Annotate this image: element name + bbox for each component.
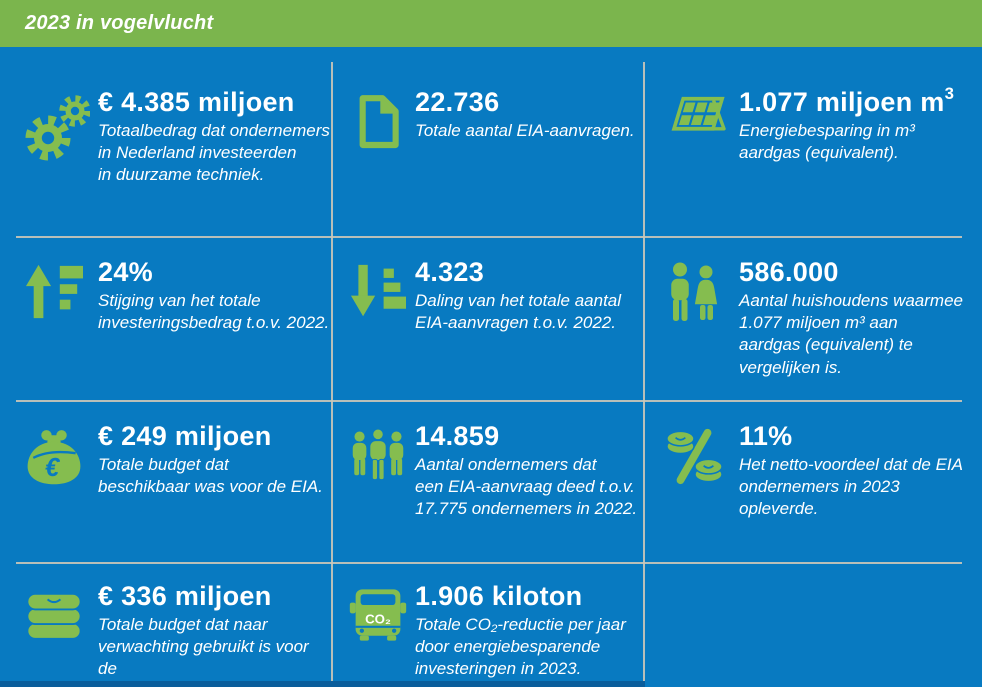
svg-text:CO₂: CO₂ — [365, 611, 391, 626]
household-couple-icon — [661, 257, 727, 324]
header-bar: 2023 in vogelvlucht — [0, 0, 982, 47]
stat-energy-saving: 1.077 miljoen m3 Energiebesparing in m³ … — [643, 47, 982, 237]
co2-bus-icon: CO₂ — [349, 581, 407, 644]
stat-available-budget: € € 249 miljoen Totale budget dat beschi… — [0, 401, 331, 563]
stat-value: € 4.385 miljoen — [98, 87, 295, 117]
stat-description: Totale CO₂-reductie per jaar door energi… — [415, 615, 626, 679]
empty-cell — [643, 563, 982, 687]
stat-description: Daling van het totale aantal EIA-aanvrag… — [415, 291, 622, 333]
stat-value: 1.077 miljoen m3 — [739, 83, 955, 117]
page-title: 2023 in vogelvlucht — [25, 12, 214, 34]
arrow-down-bars-icon — [349, 257, 407, 320]
stat-entrepreneurs-applied: 14.859 Aantal ondernemers dat een EIA-aa… — [331, 401, 643, 563]
stat-value: 24% — [98, 257, 153, 287]
coin-stack-icon — [16, 581, 92, 642]
stats-grid: € 4.385 miljoen Totaalbedrag dat onderne… — [0, 47, 982, 687]
stat-description: Aantal huishoudens waarmee 1.077 miljoen… — [739, 291, 963, 377]
stat-description: Totale aantal EIA-aanvragen. — [415, 121, 635, 141]
stat-co2-reduction: CO₂ 1.906 kiloton Totale CO₂-reductie pe… — [331, 563, 643, 687]
stat-description: Totale budget dat naar verwachting gebru… — [98, 615, 309, 687]
svg-text:€: € — [45, 454, 61, 482]
stat-total-applications: 22.736 Totale aantal EIA-aanvragen. — [331, 47, 643, 237]
horizontal-divider-2 — [16, 400, 962, 402]
horizontal-divider-3 — [16, 562, 962, 564]
gears-icon — [16, 87, 92, 164]
document-icon — [349, 87, 407, 152]
entrepreneurs-group-icon — [349, 421, 407, 484]
stat-net-benefit: 11% Het netto-voordeel dat de EIA ondern… — [643, 401, 982, 563]
vertical-divider-2 — [643, 62, 645, 687]
stat-value: 586.000 — [739, 257, 839, 287]
stat-value: € 249 miljoen — [98, 421, 272, 451]
stat-description: Energiebesparing in m³ aardgas (equivale… — [739, 121, 915, 163]
coins-percent-icon — [661, 421, 727, 486]
vertical-divider-1 — [331, 62, 333, 687]
stat-value: 4.323 — [415, 257, 485, 287]
stat-description: Totaalbedrag dat ondernemers in Nederlan… — [98, 121, 330, 185]
stat-applications-decrease: 4.323 Daling van het totale aantal EIA-a… — [331, 237, 643, 401]
stat-description: Aantal ondernemers dat een EIA-aanvraag … — [415, 455, 638, 519]
stat-description: Totale budget dat beschikbaar was voor d… — [98, 455, 323, 497]
solar-panel-icon — [661, 87, 727, 140]
stat-value: 11% — [739, 421, 793, 451]
stat-investment-increase: 24% Stijging van het totale investerings… — [0, 237, 331, 401]
arrow-up-bars-icon — [16, 257, 92, 320]
money-purse-icon: € — [16, 421, 92, 486]
stat-households-equivalent: 586.000 Aantal huishoudens waarmee 1.077… — [643, 237, 982, 401]
stat-expected-budget-used: € 336 miljoen Totale budget dat naar ver… — [0, 563, 331, 687]
stat-value: 22.736 — [415, 87, 500, 117]
horizontal-divider-1 — [16, 236, 962, 238]
stat-description: Stijging van het totale investeringsbedr… — [98, 291, 330, 333]
stat-description: Het netto-voordeel dat de EIA ondernemer… — [739, 455, 963, 519]
stat-investment-total: € 4.385 miljoen Totaalbedrag dat onderne… — [0, 47, 331, 237]
stat-value: 14.859 — [415, 421, 500, 451]
bottom-cutoff-bar — [0, 681, 645, 687]
stat-value: 1.906 kiloton — [415, 581, 583, 611]
stat-value: € 336 miljoen — [98, 581, 272, 611]
